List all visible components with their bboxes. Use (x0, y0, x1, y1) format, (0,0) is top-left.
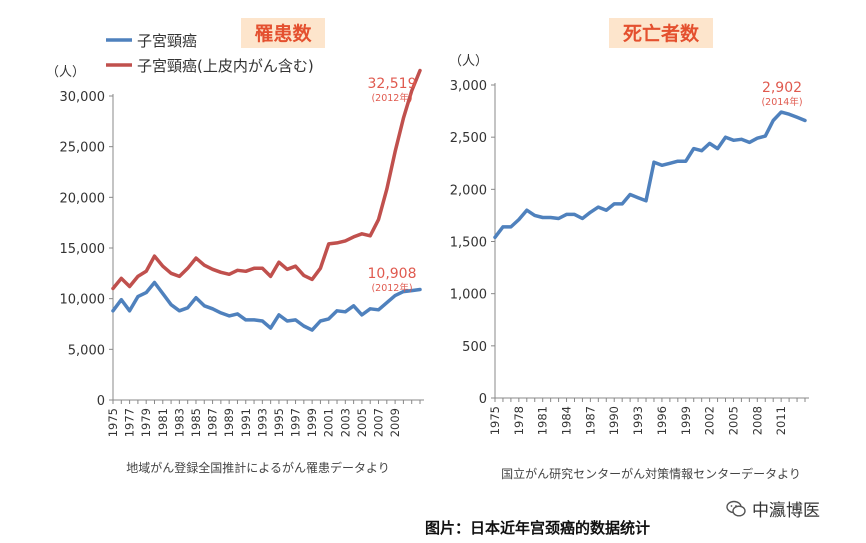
x-tick-label: 1997 (289, 408, 303, 437)
x-tick-label: 2011 (774, 406, 788, 435)
y-tick-label: 30,000 (60, 90, 106, 105)
y-tick-label: 2,500 (450, 131, 487, 146)
series-line-1 (493, 110, 807, 240)
incidence-chart: 罹患数 （人） 0 5,000 10,000 15,000 20,000 25,000 30,0… (46, 18, 424, 475)
y-tick-label: 500 (462, 340, 487, 355)
data-label-year: (2014年) (761, 96, 802, 108)
chart-title: 死亡者数 (623, 22, 700, 45)
x-tick-label: 1981 (156, 408, 170, 437)
x-tick-label: 1975 (488, 406, 502, 435)
legend-label: 子宮頸癌 (137, 32, 197, 50)
y-axis-unit: （人） (46, 65, 85, 80)
x-tick-label: 1999 (679, 406, 693, 435)
x-tick-label: 1985 (189, 408, 203, 437)
source-note: 国立がん研究センターがん対策情報センターデータより (501, 466, 801, 481)
x-tick-label: 2003 (338, 408, 352, 437)
source-note: 地域がん登録全国推計によるがん罹患データより (126, 460, 389, 475)
y-tick-label: 2,000 (450, 183, 487, 198)
y-tick-label: 1,000 (450, 288, 487, 303)
x-tick-label: 1983 (172, 408, 186, 437)
data-label: 2,902 (762, 80, 802, 96)
data-label-year: (2012年) (371, 92, 412, 104)
series-line-2 (111, 68, 422, 291)
x-tick-label: 2009 (388, 408, 402, 437)
y-tick-label: 20,000 (60, 191, 106, 206)
data-label: 32,519 (368, 76, 417, 92)
x-tick-label: 2001 (322, 408, 336, 437)
x-tick-label: 1987 (583, 406, 597, 435)
x-tick-label: 1977 (123, 408, 137, 437)
x-tick-label: 1987 (206, 408, 220, 437)
watermark-text: 中瀛博医 (752, 501, 820, 521)
x-tick-label: 1978 (512, 406, 526, 435)
y-tick-label: 10,000 (60, 293, 106, 308)
x-tick-label: 1989 (222, 408, 236, 437)
y-tick-label: 3,000 (450, 79, 487, 94)
x-tick-label: 1993 (631, 406, 645, 435)
y-tick-label: 25,000 (60, 141, 106, 156)
x-tick-label: 1975 (106, 408, 120, 437)
x-tick-label: 2005 (726, 406, 740, 435)
x-tick-label: 1991 (239, 408, 253, 437)
data-label: 10,908 (368, 266, 417, 282)
x-tick-label: 1990 (607, 406, 621, 435)
x-tick-label: 2005 (355, 408, 369, 437)
figure-caption: 图片：日本近年宫颈癌的数据统计 (425, 519, 651, 537)
y-tick-label: 1,500 (450, 236, 487, 251)
x-tick-label: 1981 (536, 406, 550, 435)
y-tick-label: 5,000 (68, 343, 105, 358)
y-tick-label: 0 (97, 394, 105, 409)
y-tick-label: 0 (479, 392, 487, 407)
y-tick-label: 15,000 (60, 242, 106, 257)
watermark: 中瀛博医 (726, 496, 820, 521)
data-label-year: (2012年) (371, 282, 412, 294)
wechat-icon (726, 500, 746, 517)
x-tick-label: 1995 (272, 408, 286, 437)
x-tick-label: 2007 (372, 408, 386, 437)
y-axis-unit: （人） (449, 54, 488, 69)
x-tick-label: 1996 (655, 406, 669, 435)
x-tick-label: 1984 (560, 406, 574, 435)
x-tick-label: 2008 (750, 406, 764, 435)
x-tick-label: 1979 (139, 408, 153, 437)
legend-label: 子宮頸癌(上皮内がん含む) (137, 57, 314, 75)
chart-title-box (609, 18, 713, 48)
x-tick-label: 1993 (255, 408, 269, 437)
series-line-1 (111, 280, 422, 332)
chart-title-box (241, 18, 325, 48)
x-tick-label: 1999 (305, 408, 319, 437)
x-tick-label: 2002 (703, 406, 717, 435)
chart-title: 罹患数 (254, 22, 312, 45)
mortality-chart: 死亡者数 （人） 0 500 1,000 1,500 2,000 2,500 3,000 1975… (449, 18, 809, 481)
